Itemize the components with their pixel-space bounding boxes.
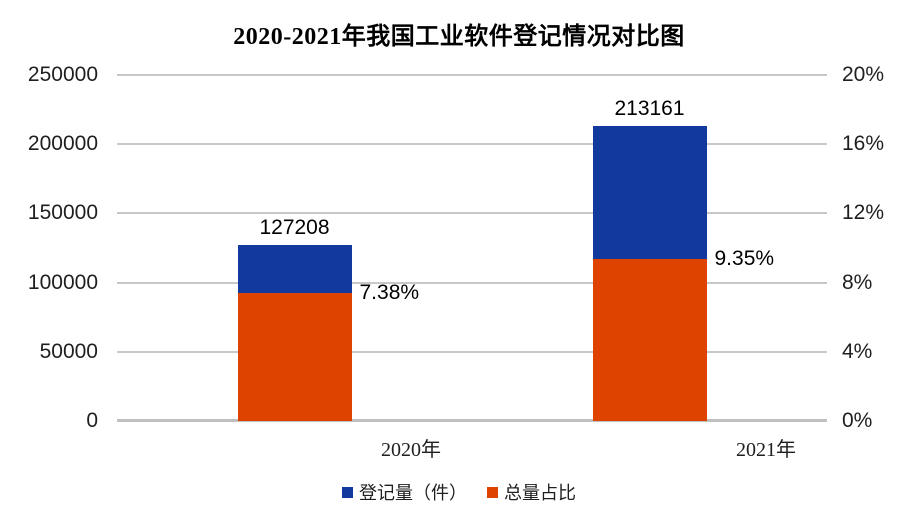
legend-item-share: 总量占比 [487, 479, 576, 505]
legend-label-registrations: 登记量（件） [359, 483, 467, 503]
gridline-200000 [117, 143, 827, 145]
left-axis-tick-200000: 200000 [27, 132, 98, 155]
right-axis-tick-8pct: 8% [842, 271, 873, 294]
data-label-share-2020: 7.38% [359, 281, 420, 305]
data-label-registrations-2020: 127208 [259, 215, 330, 239]
right-axis-tick-20pct: 20% [842, 63, 885, 86]
left-axis-tick-150000: 150000 [27, 201, 98, 224]
gridline-250000 [117, 74, 827, 76]
x-axis-line [117, 419, 827, 422]
bar-share-2021 [592, 259, 707, 421]
x-axis-label-2020: 2020年 [381, 439, 441, 461]
left-axis-tick-100000: 100000 [27, 271, 98, 294]
data-label-registrations-2021: 213161 [614, 97, 685, 120]
gridline-150000 [117, 212, 827, 214]
left-axis-tick-250000: 250000 [27, 63, 98, 86]
bar-share-2020 [237, 293, 352, 421]
right-axis-tick-16pct: 16% [842, 132, 885, 155]
data-label-share-2021: 9.35% [714, 247, 775, 271]
left-axis-tick-0: 0 [86, 409, 98, 432]
left-axis-tick-50000: 50000 [39, 340, 98, 363]
gridline-50000 [117, 351, 827, 353]
chart-title: 2020-2021年我国工业软件登记情况对比图 [233, 24, 685, 50]
legend-swatch-blue-icon [342, 486, 353, 498]
legend-label-share: 总量占比 [504, 483, 576, 503]
right-axis-tick-0pct: 0% [842, 409, 873, 432]
right-axis-tick-12pct: 12% [842, 201, 885, 224]
x-axis-label-2021: 2021年 [736, 439, 796, 461]
right-axis-tick-4pct: 4% [842, 340, 873, 363]
legend: 登记量（件） 总量占比 [0, 479, 918, 505]
plot-area: 127208 213161 7.38% 9.35% [117, 74, 827, 422]
legend-swatch-orange-icon [487, 486, 498, 498]
gridline-100000 [117, 282, 827, 284]
legend-item-registrations: 登记量（件） [342, 479, 467, 505]
